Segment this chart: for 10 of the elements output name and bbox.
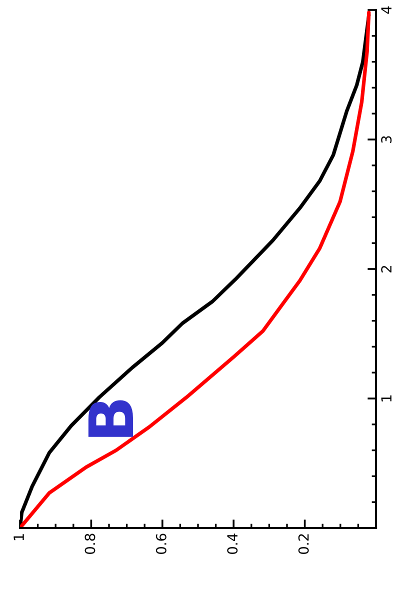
x-tick-label: 0.8 — [84, 534, 96, 554]
x-tick-label: 0.6 — [156, 534, 166, 554]
y-tick-label: 3 — [381, 136, 392, 143]
x-tick-label: 1 — [14, 534, 24, 540]
y-tick-label: 1 — [381, 395, 392, 402]
annotation: B — [88, 400, 133, 437]
x-tick-label: 0.4 — [227, 534, 238, 554]
y-tick-label: 4 — [381, 6, 392, 14]
x-tick-label: 0.2 — [298, 534, 309, 554]
y-tick-label: 2 — [381, 266, 392, 272]
